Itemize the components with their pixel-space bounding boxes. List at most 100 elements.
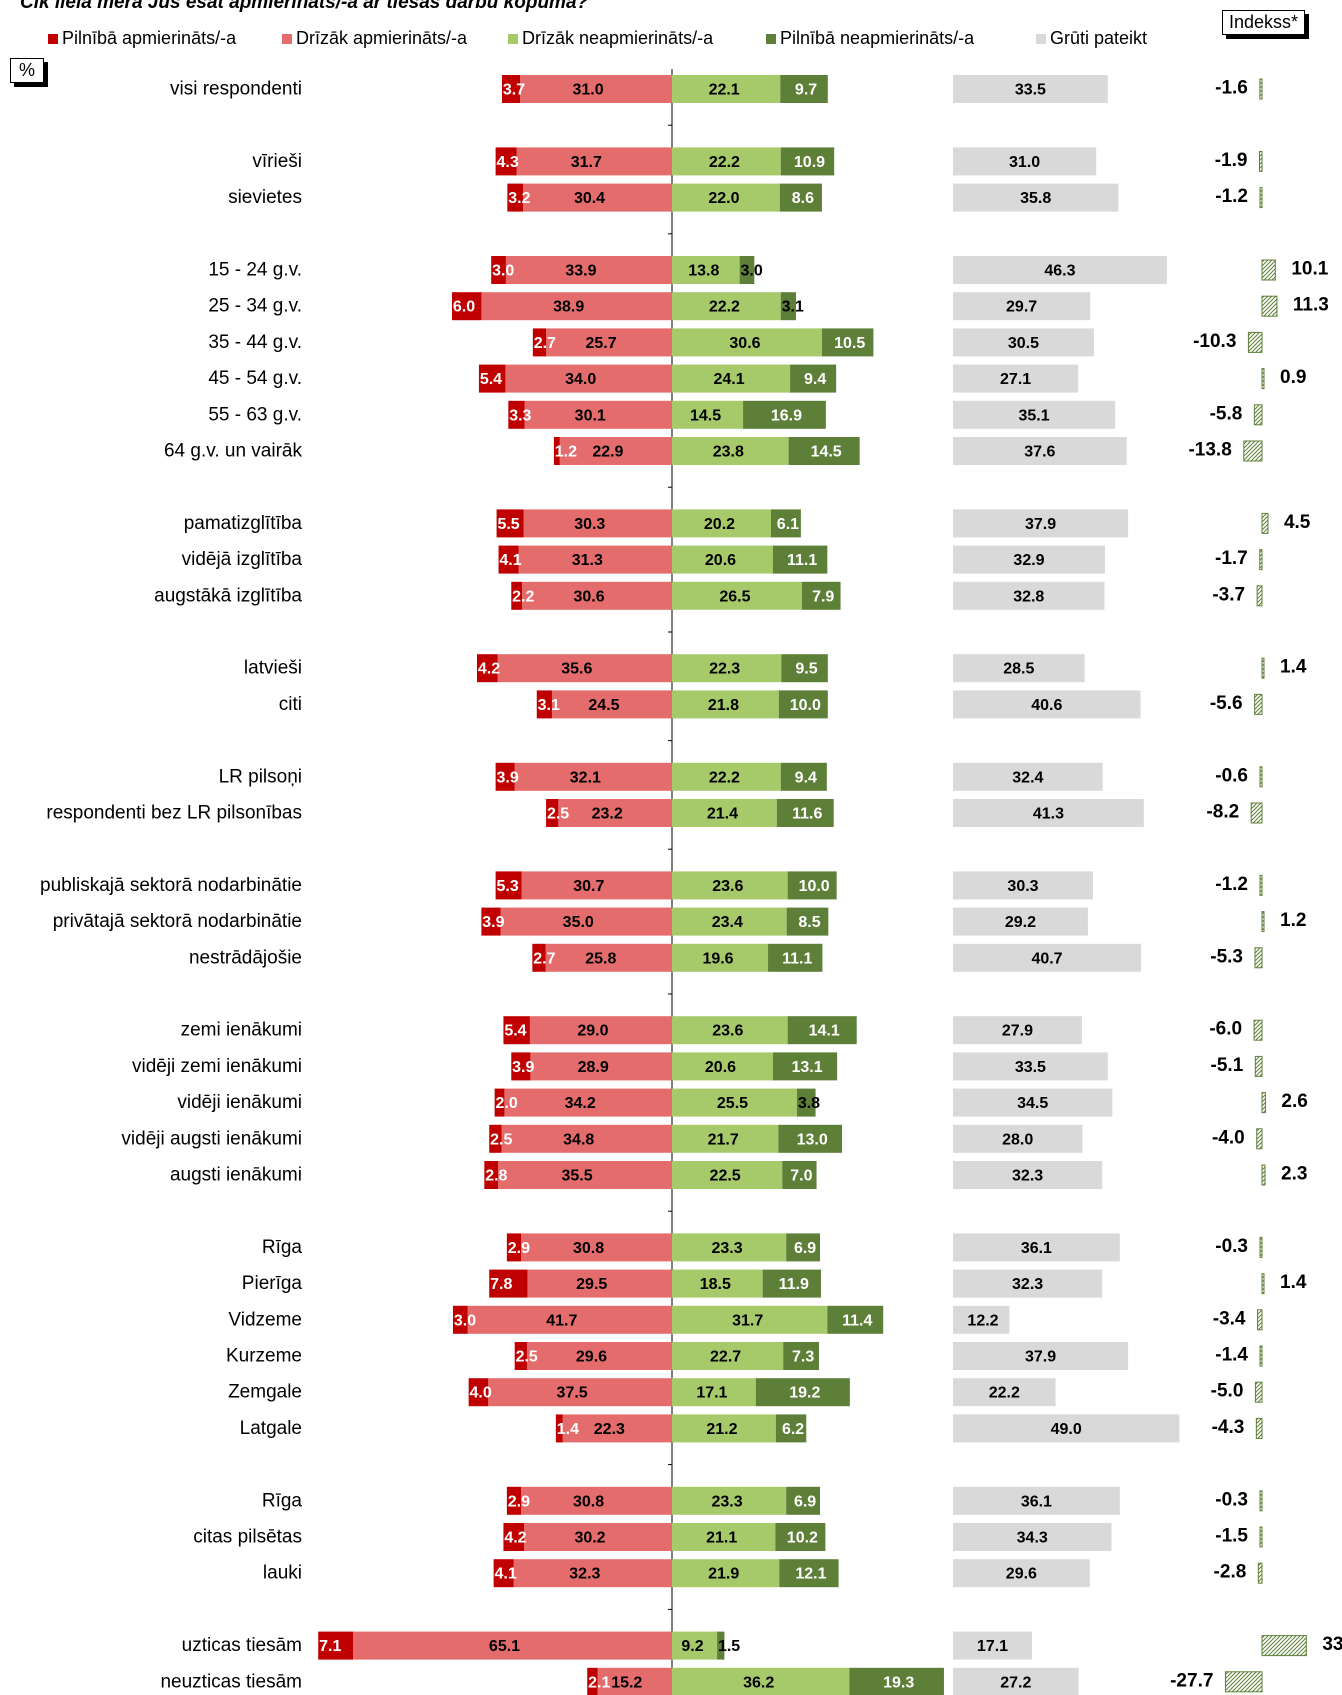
value-label-fully-satisfied: 4.2 [478,661,500,678]
bar-fully-satisfied [498,545,519,574]
bar-rather-dissatisfied [672,75,781,103]
value-label-fully-satisfied: 5.3 [496,878,518,895]
value-label-fully-satisfied: 4.1 [499,552,521,569]
bar-hard-to-say [953,762,1103,791]
value-label-rather-dissatisfied: 20.6 [705,1059,736,1076]
bar-fully-satisfied [511,581,523,610]
value-label-rather-satisfied: 30.6 [573,588,604,605]
bar-index [1259,1490,1263,1512]
bar-fully-dissatisfied [782,1161,817,1189]
value-label-hard-to-say: 33.5 [1015,1059,1046,1076]
bar-index [1261,1164,1266,1186]
bar-hard-to-say [953,1378,1056,1407]
bar-index [1259,78,1263,100]
value-label-hard-to-say: 40.6 [1031,697,1062,714]
bar-fully-dissatisfied [790,364,837,393]
bar-rather-dissatisfied [672,581,802,610]
value-label-hard-to-say: 27.1 [1000,371,1031,388]
category-label: pamatizglītība [184,513,303,534]
value-label-fully-dissatisfied: 6.2 [782,1421,804,1438]
bar-fully-satisfied [496,509,524,538]
bar-rather-satisfied [497,654,672,683]
value-label-hard-to-say: 37.6 [1024,444,1055,461]
bar-fully-dissatisfied [775,1523,826,1551]
value-label-fully-satisfied: 4.0 [470,1385,492,1402]
bar-hard-to-say [953,509,1129,538]
bar-fully-dissatisfied [780,762,827,791]
bar-fully-dissatisfied [787,1016,857,1045]
bar-rather-dissatisfied [672,1016,788,1045]
category-label: 15 - 24 g.v. [208,260,302,281]
bar-fully-satisfied [503,1016,530,1045]
bar-rather-dissatisfied [672,1342,784,1370]
bar-index [1243,440,1263,462]
value-label-rather-dissatisfied: 20.6 [705,552,736,569]
bar-fully-satisfied [452,1305,468,1334]
bar-rather-dissatisfied [672,762,781,791]
category-label: sievietes [228,187,302,208]
value-label-fully-dissatisfied: 6.1 [777,516,799,533]
bar-index [1255,1417,1263,1439]
bar-hard-to-say [953,1523,1112,1551]
category-label: neuzticas tiesām [160,1671,302,1692]
value-label-fully-dissatisfied: 13.0 [797,1131,828,1148]
index-value-label: -0.6 [1215,765,1248,786]
bar-rather-satisfied [546,328,672,357]
value-label-hard-to-say: 12.2 [967,1312,998,1329]
value-label-rather-dissatisfied: 21.9 [708,1566,739,1583]
bar-hard-to-say [953,75,1108,103]
bar-fully-dissatisfied [780,147,835,176]
bar-index [1261,368,1265,390]
value-label-fully-dissatisfied: 10.0 [790,697,821,714]
index-value-label: -5.1 [1211,1055,1244,1076]
bar-fully-satisfied [451,292,482,321]
value-label-fully-satisfied: 1.4 [557,1421,579,1438]
bar-rather-dissatisfied [672,437,789,465]
value-label-fully-satisfied: 1.2 [555,444,577,461]
index-value-label: -3.7 [1212,584,1245,605]
index-value-label: -5.6 [1210,693,1243,714]
bar-rather-dissatisfied [672,1486,787,1515]
value-label-fully-satisfied: 3.9 [512,1059,534,1076]
value-label-rather-satisfied: 29.5 [576,1276,607,1293]
legend-label: Grūti pateikt [1050,28,1148,48]
bar-rather-dissatisfied [672,400,744,429]
bar-fully-satisfied [476,654,498,683]
value-label-rather-satisfied: 30.1 [575,407,606,424]
value-label-hard-to-say: 41.3 [1033,806,1064,823]
bar-index [1259,874,1263,896]
value-label-rather-dissatisfied: 19.6 [702,950,733,967]
value-label-hard-to-say: 32.3 [1012,1168,1043,1185]
index-value-label: -5.3 [1210,946,1243,967]
bar-index [1261,512,1269,534]
legend-item-rather-satisfied: Drīzāk apmierināts/-a [282,28,467,49]
index-value-label: 0.9 [1280,367,1306,388]
value-label-fully-dissatisfied: 9.5 [795,661,817,678]
value-label-fully-dissatisfied: 7.3 [792,1349,814,1366]
value-label-hard-to-say: 17.1 [977,1638,1008,1655]
value-label-rather-dissatisfied: 25.5 [717,1095,748,1112]
value-label-fully-satisfied: 7.8 [490,1276,512,1293]
value-label-rather-dissatisfied: 18.5 [700,1276,731,1293]
value-label-fully-satisfied: 3.9 [496,769,518,786]
index-value-label: -1.6 [1215,78,1248,99]
bar-rather-satisfied [513,1559,672,1588]
value-label-rather-satisfied: 32.1 [570,769,601,786]
value-label-rather-dissatisfied: 22.1 [709,82,740,99]
value-label-rather-dissatisfied: 22.5 [710,1168,741,1185]
bar-rather-satisfied [521,871,672,900]
value-label-rather-satisfied: 30.8 [573,1240,604,1257]
index-header-box: Indekss* [1222,10,1306,35]
bar-rather-dissatisfied [672,147,781,176]
bar-fully-dissatisfied [776,799,834,827]
bar-rather-satisfied [521,1233,672,1262]
value-label-fully-satisfied: 2.0 [495,1095,517,1112]
bar-index [1224,1671,1263,1693]
bar-fully-dissatisfied [786,907,829,936]
value-label-hard-to-say: 34.3 [1017,1530,1048,1547]
value-label-rather-dissatisfied: 21.2 [706,1421,737,1438]
bar-rather-satisfied [526,1342,672,1370]
value-label-hard-to-say: 36.1 [1021,1493,1052,1510]
value-label-fully-dissatisfied: 8.5 [798,914,820,931]
bar-rather-dissatisfied [672,943,769,972]
